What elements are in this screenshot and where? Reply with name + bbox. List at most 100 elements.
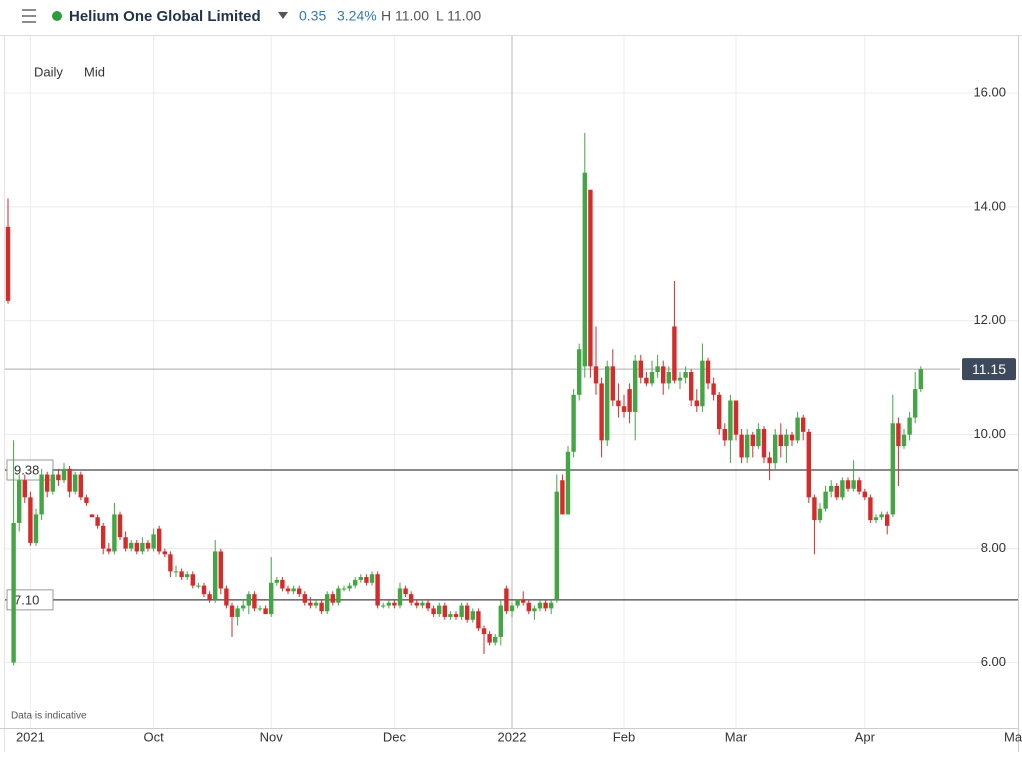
level-label: 7.10	[14, 592, 39, 607]
candle-body	[487, 634, 492, 643]
candle-body	[537, 602, 543, 609]
candle-body	[560, 480, 565, 515]
candle-body	[784, 434, 789, 447]
candle-body	[252, 594, 257, 609]
candle-body	[22, 480, 27, 498]
candle-body	[717, 394, 722, 429]
candle-body	[868, 497, 873, 521]
candle-body	[134, 542, 139, 552]
candle-body	[504, 588, 509, 612]
candle-body	[89, 514, 95, 518]
candle-body	[515, 599, 520, 606]
candle-body	[599, 383, 604, 441]
candle-body	[179, 571, 184, 578]
candle-body	[162, 551, 167, 555]
candle-body	[694, 400, 699, 407]
candle-body	[705, 360, 711, 384]
candle-body	[11, 522, 16, 663]
candle-body	[241, 605, 246, 609]
candle-body	[381, 605, 386, 607]
candle-body	[246, 594, 251, 606]
last-price-tag	[962, 358, 1016, 381]
candle-body	[78, 474, 83, 498]
x-tick-label: Oct	[143, 729, 164, 744]
x-tick-label: Apr	[855, 729, 876, 744]
candle-body	[73, 474, 78, 492]
candle-body	[145, 542, 151, 549]
candle-body	[263, 608, 268, 615]
high: H 11.00	[381, 8, 429, 24]
candle-body	[414, 602, 419, 606]
y-tick-label: 12.00	[973, 312, 1006, 327]
candle-body	[549, 602, 554, 609]
candle-body	[532, 608, 537, 612]
candle-body	[493, 636, 498, 643]
menu-icon[interactable]	[22, 9, 36, 23]
instrument-name[interactable]: Helium One Global Limited	[69, 8, 261, 25]
candle-body	[509, 605, 515, 612]
plot	[5, 132, 923, 666]
price-type[interactable]: Mid	[84, 64, 105, 79]
candle-body	[229, 605, 235, 617]
candle-body	[789, 434, 795, 441]
candle-body	[45, 474, 50, 492]
candle-body	[358, 577, 363, 580]
candle-body	[459, 605, 464, 617]
candle-body	[442, 605, 447, 617]
candle-body	[39, 474, 44, 515]
dropdown-arrow[interactable]	[278, 12, 288, 19]
candle-body	[95, 517, 100, 526]
candle-body	[879, 514, 884, 518]
candle-body	[677, 377, 683, 381]
candle-body	[761, 428, 767, 458]
candle-body	[353, 579, 358, 586]
y-tick-label: 8.00	[981, 540, 1006, 555]
candle-body	[213, 551, 218, 600]
candle-body	[901, 434, 907, 447]
candle-body	[795, 417, 800, 441]
candle-body	[700, 360, 705, 407]
last-price-label: 11.15	[972, 361, 1006, 377]
candle-body	[386, 602, 391, 606]
candle-body	[588, 189, 593, 367]
candle-body	[543, 602, 548, 609]
candle-body	[313, 602, 319, 606]
level-tag	[6, 589, 54, 611]
candle-body	[610, 366, 615, 401]
candle-body	[728, 400, 733, 441]
candle-body	[123, 537, 128, 549]
x-tick-label: 2022	[498, 729, 527, 744]
candle-body	[56, 474, 61, 481]
candle-body	[812, 497, 817, 521]
candle-body	[448, 614, 453, 617]
candle-body	[431, 608, 436, 615]
candle-body	[661, 366, 666, 384]
candle-body	[347, 585, 352, 589]
candle-body	[605, 366, 610, 441]
candle-body	[862, 491, 867, 498]
x-tick-label: Feb	[613, 729, 635, 744]
interval[interactable]: Daily	[34, 64, 63, 79]
y-tick-label: 6.00	[981, 654, 1006, 669]
candle-body	[689, 372, 694, 401]
x-tick-label: 2021	[16, 729, 45, 744]
candle-body	[498, 605, 503, 637]
candle-body	[582, 172, 587, 367]
candle-body	[341, 588, 347, 590]
candle-body	[274, 579, 279, 583]
grid: 6.00 8.00 10.00 12.00 14.00 16.00 2021 Oct Nov De…	[5, 36, 1018, 744]
candle-body	[425, 602, 431, 609]
candle-body	[403, 588, 408, 595]
candle-body	[711, 383, 716, 395]
candle-body	[106, 548, 111, 552]
candle-body	[666, 372, 671, 384]
candle-body	[733, 400, 739, 435]
candle-body	[778, 434, 783, 447]
candle-body	[845, 480, 851, 489]
candle-body	[308, 602, 313, 606]
status-dot	[52, 11, 62, 21]
candle-body	[302, 594, 307, 603]
candle-body	[61, 468, 67, 481]
candle-body	[409, 594, 414, 603]
candle-body	[750, 434, 755, 447]
